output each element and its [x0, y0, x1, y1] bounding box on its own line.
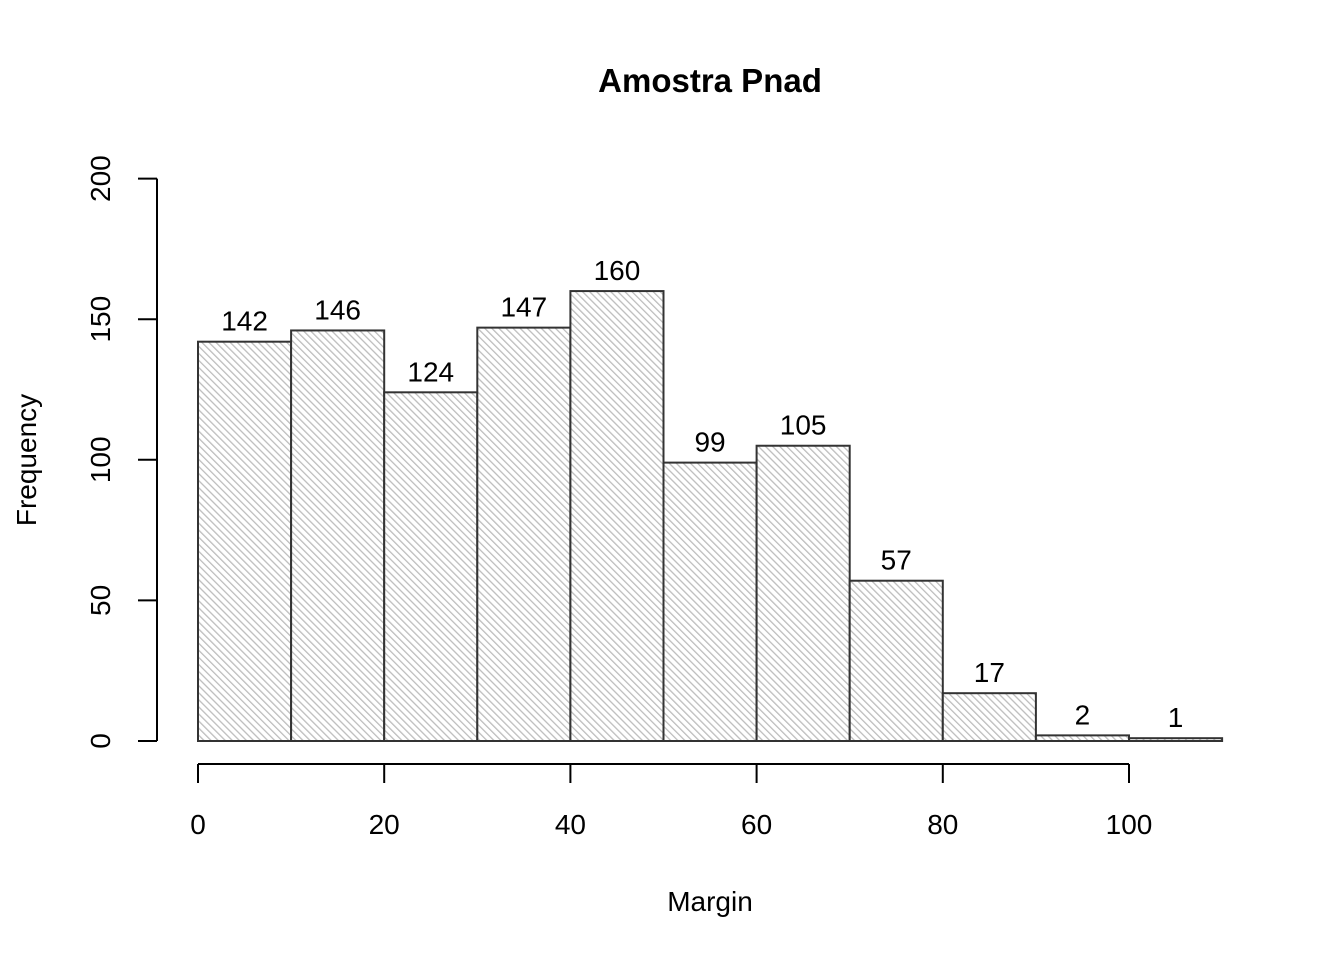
histogram-bar-3 [476, 326, 572, 742]
histogram-bar-1 [290, 329, 386, 742]
histogram-bar-9 [1034, 734, 1131, 742]
y-tick-label-4: 200 [85, 155, 116, 202]
x-tick-label-2: 40 [555, 809, 586, 840]
histogram-bar-2 [383, 391, 479, 742]
histogram-bar-0 [197, 340, 293, 742]
x-axis: 0 20 40 60 80 100 [190, 763, 1152, 840]
x-tick-label-5: 100 [1106, 809, 1153, 840]
y-tick-label-3: 150 [85, 296, 116, 343]
bar-value-label-0: 142 [221, 306, 268, 337]
x-axis-label: Margin [667, 886, 753, 917]
y-tick-label-0: 0 [85, 733, 116, 749]
y-axis: 0 50 100 150 200 [85, 155, 158, 749]
x-tick-label-0: 0 [190, 809, 206, 840]
x-ticks-group: 0 20 40 60 80 100 [190, 764, 1152, 840]
bar-labels-group: 142 146 124 147 160 99 105 57 17 2 1 [221, 255, 1183, 733]
y-axis-label: Frequency [11, 394, 42, 526]
histogram-bar-7 [848, 579, 944, 742]
x-tick-label-1: 20 [369, 809, 400, 840]
bar-value-label-1: 146 [314, 294, 361, 325]
bar-value-label-8: 17 [974, 657, 1005, 688]
bar-value-label-3: 147 [500, 292, 547, 323]
bar-value-label-9: 2 [1075, 699, 1091, 730]
histogram-bar-4 [569, 290, 665, 742]
chart-title: Amostra Pnad [598, 62, 822, 99]
bar-value-label-7: 57 [881, 545, 912, 576]
bar-value-label-2: 124 [407, 356, 454, 387]
bar-value-label-10: 1 [1168, 702, 1184, 733]
bar-value-label-6: 105 [780, 410, 827, 441]
x-tick-label-4: 80 [927, 809, 958, 840]
histogram-bar-8 [941, 692, 1037, 742]
y-ticks-group: 0 50 100 150 200 [85, 155, 157, 749]
y-tick-label-1: 50 [85, 585, 116, 616]
histogram-bar-10 [1128, 737, 1224, 742]
x-tick-label-3: 60 [741, 809, 772, 840]
histogram-bar-5 [662, 461, 758, 742]
histogram-bar-6 [755, 444, 851, 742]
bar-value-label-4: 160 [594, 255, 641, 286]
y-tick-label-2: 100 [85, 436, 116, 483]
bars-group [197, 290, 1224, 742]
bar-value-label-5: 99 [694, 427, 725, 458]
